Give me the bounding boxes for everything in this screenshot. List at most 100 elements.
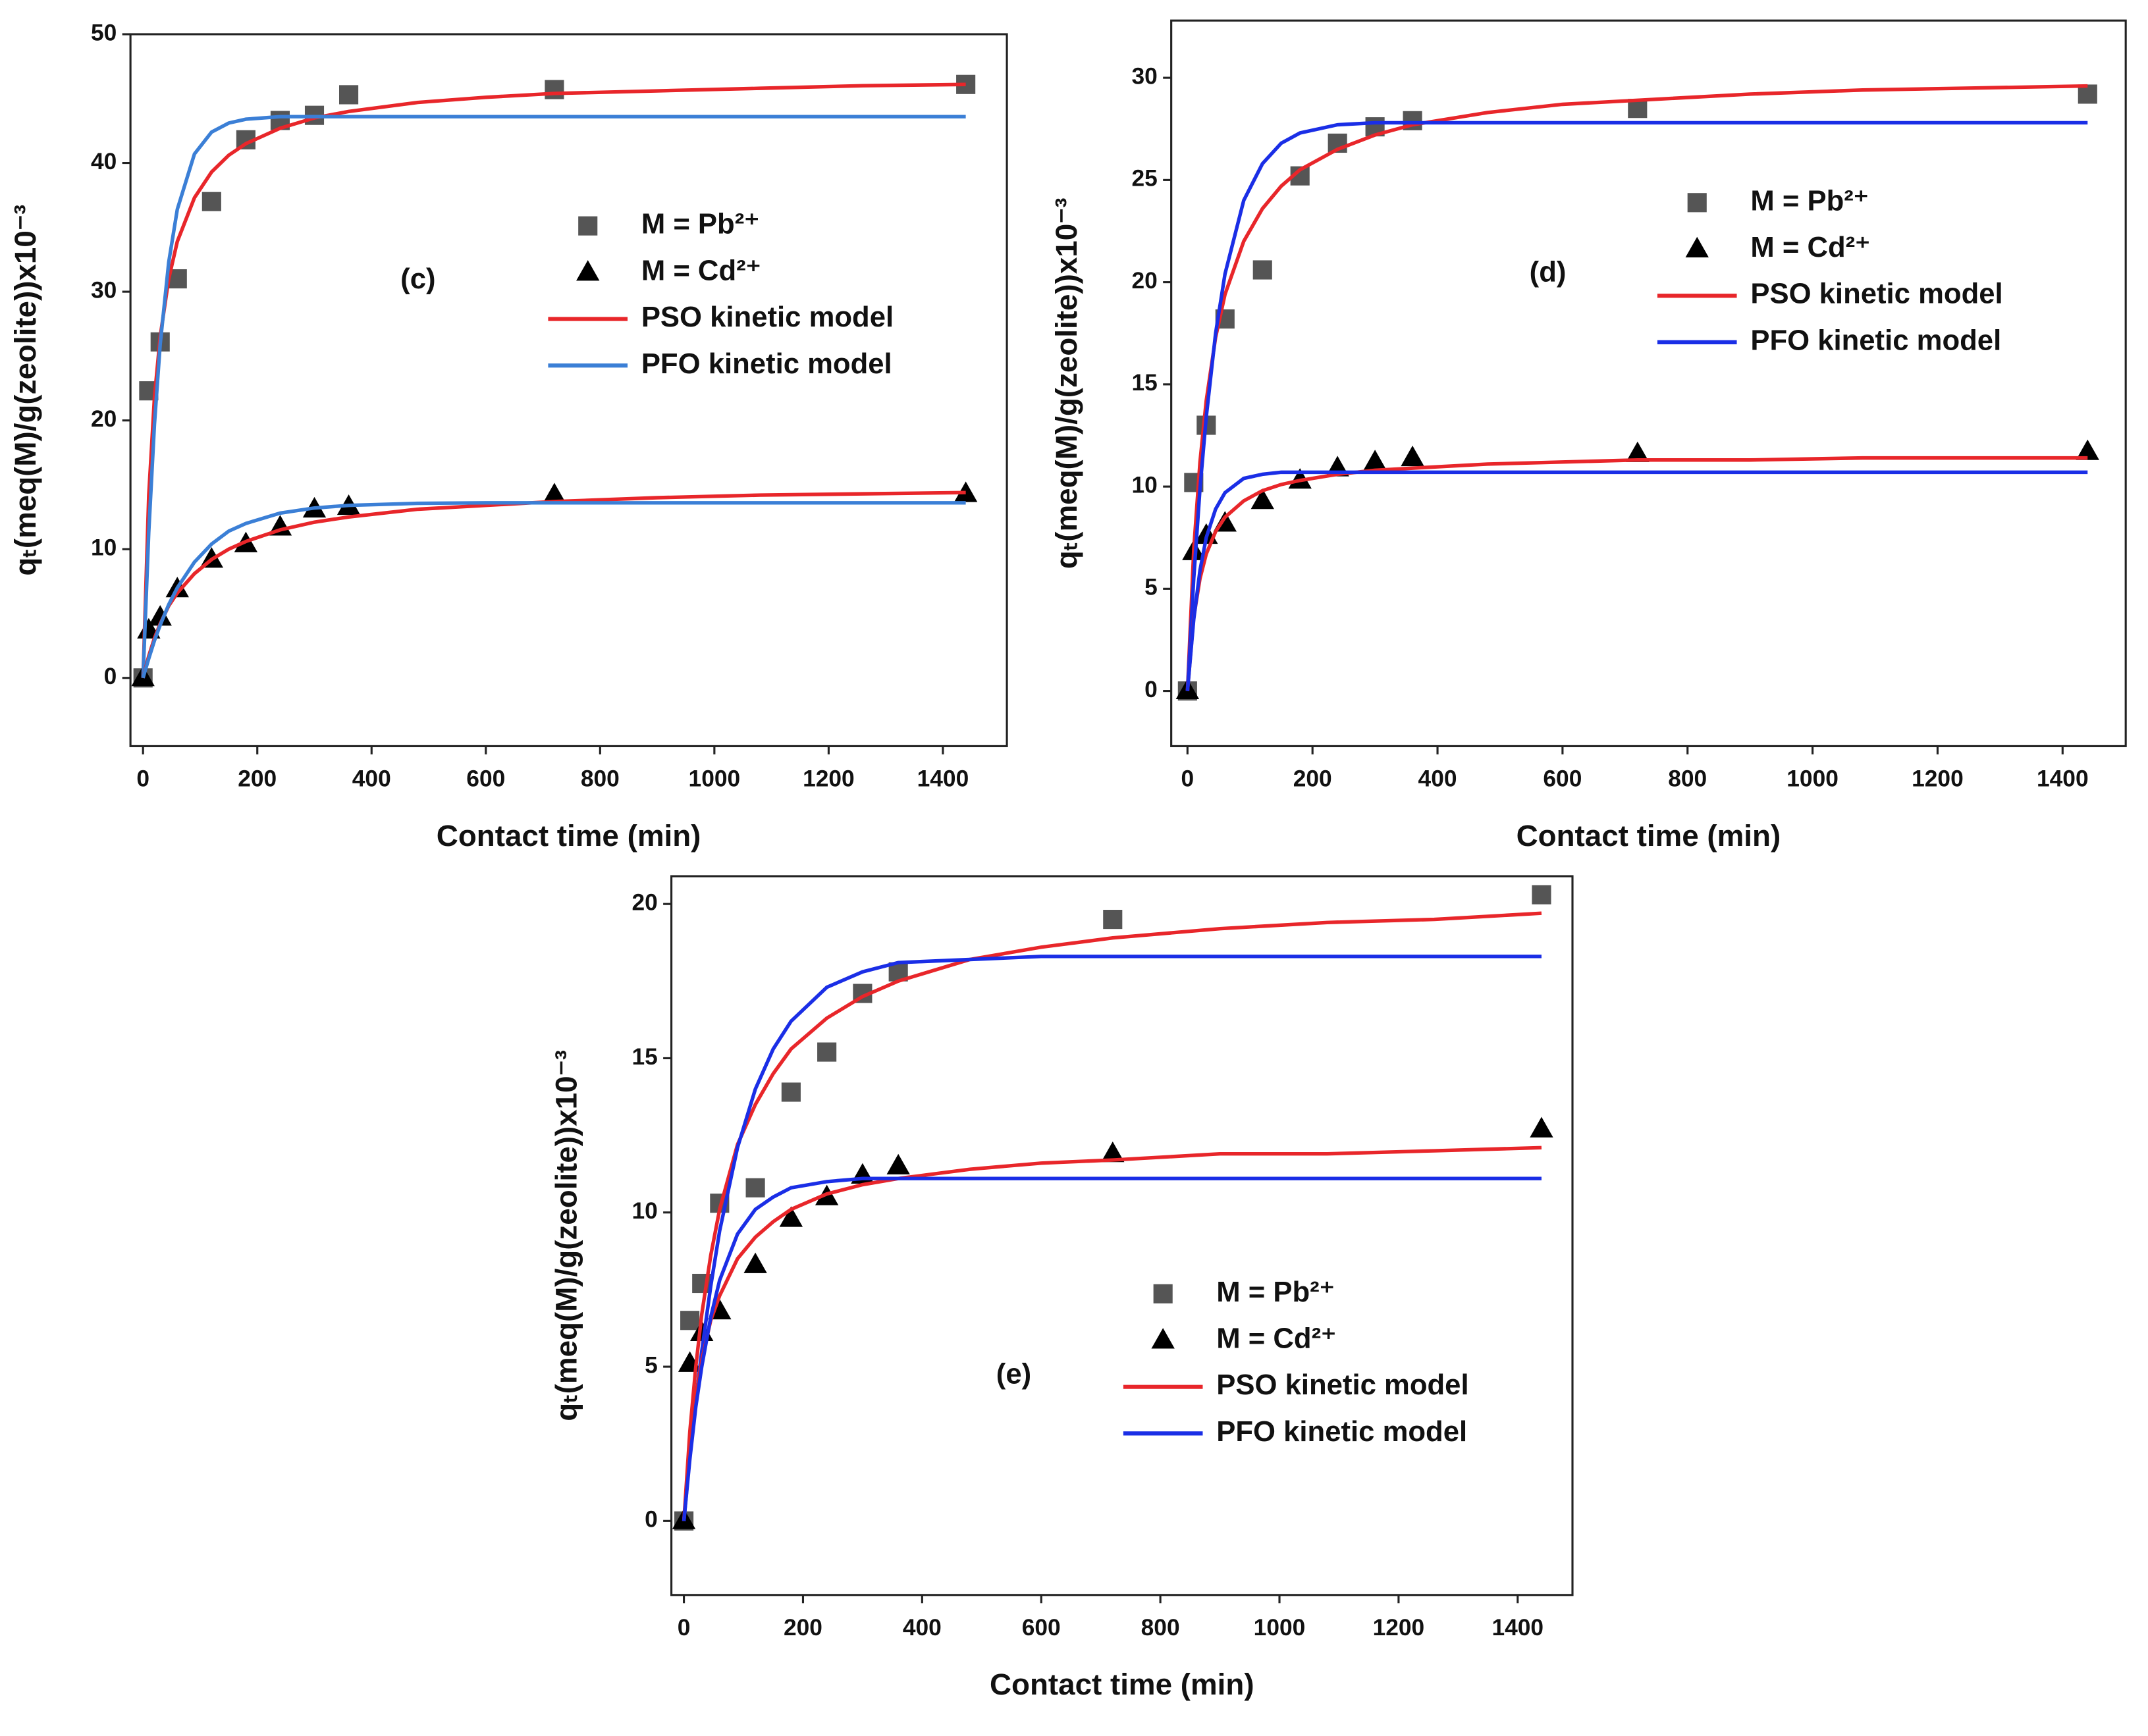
x-tick-label: 1400 bbox=[1491, 1615, 1544, 1641]
triangle-marker bbox=[1101, 1141, 1125, 1163]
square-marker bbox=[745, 1178, 765, 1197]
triangle-marker bbox=[1250, 488, 1274, 510]
y-tick-label: 15 bbox=[631, 1044, 657, 1070]
legend-label: PSO kinetic model bbox=[1750, 278, 2002, 310]
triangle-marker bbox=[779, 1206, 803, 1227]
y-tick-label: 5 bbox=[1144, 575, 1158, 600]
x-tick-label: 1000 bbox=[689, 766, 741, 792]
model-curve bbox=[1185, 120, 2088, 691]
x-axis-title: Contact time (min) bbox=[1517, 819, 1781, 853]
y-tick-label: 10 bbox=[1132, 472, 1158, 498]
legend-label: M = Pb²⁺ bbox=[641, 208, 760, 240]
square-marker bbox=[201, 192, 221, 211]
x-tick-label: 200 bbox=[1293, 766, 1332, 792]
x-tick-label: 1400 bbox=[917, 766, 969, 792]
model-curve bbox=[1185, 456, 2088, 691]
legend-label: M = Pb²⁺ bbox=[1750, 184, 1869, 217]
model-curve bbox=[141, 82, 966, 678]
y-tick-label: 15 bbox=[1132, 370, 1158, 396]
x-tick-label: 1000 bbox=[1786, 766, 1839, 792]
annotation: (e) bbox=[996, 1358, 1031, 1390]
legend-label: PSO kinetic model bbox=[641, 301, 894, 333]
model-curve bbox=[682, 1145, 1542, 1521]
x-tick-label: 400 bbox=[1418, 766, 1457, 792]
y-tick-label: 5 bbox=[645, 1352, 658, 1378]
triangle-marker bbox=[1685, 236, 1709, 257]
plot-frame bbox=[129, 33, 1008, 747]
x-tick-label: 0 bbox=[1181, 766, 1195, 792]
triangle-marker bbox=[1151, 1328, 1175, 1349]
square-marker bbox=[1252, 260, 1272, 280]
y-tick-label: 0 bbox=[1144, 677, 1158, 702]
triangle-marker bbox=[1626, 441, 1650, 462]
y-tick-label: 20 bbox=[631, 889, 657, 915]
annotation: (d) bbox=[1530, 255, 1567, 288]
y-axis-title: qₜ(meq(M)/g(zeolite))x10⁻³ bbox=[9, 205, 42, 576]
y-tick-label: 20 bbox=[1132, 268, 1158, 294]
triangle-marker bbox=[576, 260, 600, 281]
triangle-marker bbox=[743, 1252, 767, 1273]
square-marker bbox=[578, 216, 598, 236]
model-curve bbox=[682, 955, 1542, 1521]
triangle-marker bbox=[953, 481, 978, 502]
y-tick-label: 50 bbox=[91, 20, 117, 45]
x-tick-label: 0 bbox=[136, 766, 149, 792]
plot-frame bbox=[670, 875, 1574, 1596]
y-tick-label: 0 bbox=[104, 664, 117, 689]
triangle-marker bbox=[2076, 439, 2099, 460]
model-curve bbox=[682, 911, 1542, 1521]
x-tick-label: 800 bbox=[581, 766, 620, 792]
chart-panel: 0 5 10 15 20 25 30 0 200 400 600 800 1000 1200 1400 Con… bbox=[1050, 19, 2127, 853]
legend-label: M = Cd²⁺ bbox=[1750, 231, 1870, 263]
y-tick-label: 0 bbox=[645, 1507, 658, 1533]
square-marker bbox=[680, 1311, 700, 1330]
square-marker bbox=[1687, 193, 1707, 213]
square-marker bbox=[781, 1082, 801, 1102]
model-curve bbox=[141, 501, 966, 679]
x-axis-title: Contact time (min) bbox=[990, 1668, 1254, 1701]
model-curve bbox=[1185, 84, 2088, 691]
legend-label: M = Cd²⁺ bbox=[1216, 1323, 1336, 1355]
legend-label: PFO kinetic model bbox=[641, 348, 892, 380]
x-tick-label: 1000 bbox=[1254, 1615, 1306, 1641]
annotation: (c) bbox=[400, 263, 435, 295]
x-tick-label: 600 bbox=[466, 766, 505, 792]
triangle-marker bbox=[1363, 450, 1387, 471]
triangle-marker bbox=[1530, 1117, 1553, 1138]
y-tick-label: 30 bbox=[91, 277, 117, 303]
chart-panel: 0 10 20 30 40 50 0 200 400 600 800 1000 1200 1400 Cont… bbox=[9, 20, 1008, 853]
legend-label: PFO kinetic model bbox=[1750, 324, 2001, 356]
x-tick-label: 400 bbox=[352, 766, 391, 792]
model-curve bbox=[141, 490, 966, 679]
y-tick-label: 25 bbox=[1132, 166, 1158, 192]
triangle-marker bbox=[543, 483, 566, 504]
x-tick-label: 200 bbox=[238, 766, 277, 792]
square-marker bbox=[1153, 1284, 1173, 1303]
y-axis-title: qₜ(meq(M)/g(zeolite))x10⁻³ bbox=[550, 1050, 583, 1421]
y-tick-label: 10 bbox=[91, 535, 117, 561]
x-tick-label: 400 bbox=[903, 1615, 942, 1641]
model-curve bbox=[682, 1176, 1542, 1521]
y-axis-title: qₜ(meq(M)/g(zeolite))x10⁻³ bbox=[1050, 197, 1083, 569]
x-tick-label: 1200 bbox=[1373, 1615, 1425, 1641]
legend-label: PFO kinetic model bbox=[1216, 1415, 1467, 1448]
triangle-marker bbox=[1401, 445, 1424, 467]
model-curve bbox=[1185, 470, 2088, 691]
square-marker bbox=[1532, 885, 1551, 905]
y-tick-label: 20 bbox=[91, 406, 117, 432]
square-marker bbox=[817, 1042, 837, 1062]
x-tick-label: 200 bbox=[784, 1615, 822, 1641]
legend-label: PSO kinetic model bbox=[1216, 1369, 1468, 1401]
y-tick-label: 40 bbox=[91, 149, 117, 174]
x-tick-label: 1200 bbox=[803, 766, 855, 792]
triangle-marker bbox=[886, 1153, 910, 1174]
x-axis-title: Contact time (min) bbox=[437, 819, 701, 853]
y-tick-label: 30 bbox=[1132, 63, 1158, 89]
legend-label: M = Pb²⁺ bbox=[1216, 1276, 1335, 1308]
y-tick-label: 10 bbox=[631, 1198, 657, 1224]
square-marker bbox=[339, 85, 359, 105]
x-tick-label: 600 bbox=[1022, 1615, 1061, 1641]
legend-label: M = Cd²⁺ bbox=[641, 254, 761, 286]
